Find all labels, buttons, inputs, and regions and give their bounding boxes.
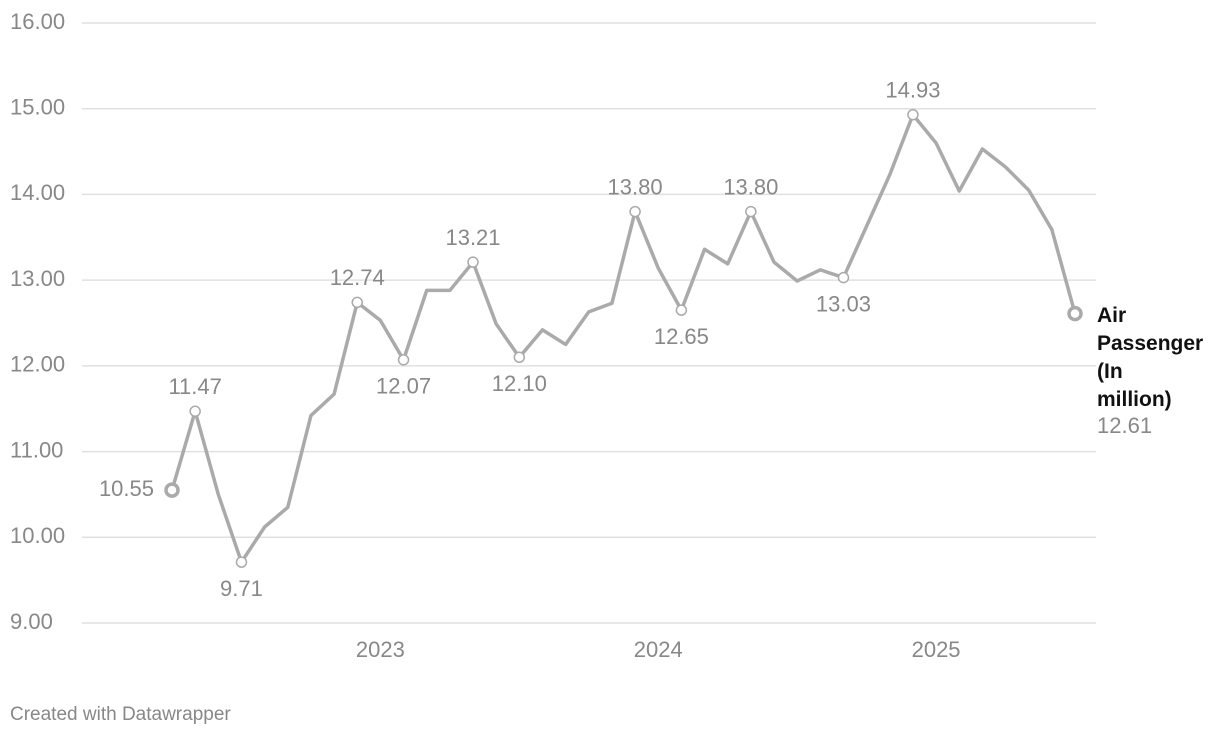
x-tick-label: 2025	[912, 637, 961, 662]
value-label: 13.80	[723, 174, 778, 199]
point	[629, 205, 641, 218]
value-label: 13.80	[608, 174, 663, 199]
point	[837, 271, 850, 284]
y-tick-label: 13.00	[10, 266, 65, 291]
y-tick-label: 10.00	[10, 523, 65, 548]
value-label: 14.93	[885, 78, 940, 103]
value-label: 10.55	[99, 476, 154, 501]
x-tick-label: 2023	[356, 637, 405, 662]
point	[745, 205, 757, 218]
value-label: 13.03	[816, 291, 871, 316]
value-label: 12.10	[492, 371, 547, 396]
value-label: 12.07	[376, 374, 431, 399]
footer: Created with Datawrapper	[10, 704, 231, 725]
point	[189, 405, 201, 418]
line	[170, 112, 1077, 564]
point	[907, 108, 919, 121]
y-tick-label: 12.00	[10, 352, 65, 377]
point	[513, 351, 526, 364]
point	[675, 304, 688, 316]
point	[235, 556, 248, 568]
y-tick-label: 15.00	[10, 95, 65, 120]
y-tick-label: 11.00	[10, 437, 63, 462]
y-tick-label: 16.00	[10, 9, 65, 34]
value-label: 12.65	[654, 324, 709, 349]
point	[351, 296, 363, 309]
x-tick-label: 2024	[634, 637, 683, 662]
y-tick-label: 14.00	[10, 180, 65, 205]
value-label: 11.47	[168, 374, 221, 399]
point	[1067, 305, 1083, 322]
value-label: 12.61	[1097, 413, 1152, 438]
point	[397, 354, 410, 366]
value-label: 9.71	[220, 576, 263, 601]
point	[467, 256, 479, 268]
series-label: Air Passenger (In million)	[1097, 304, 1204, 411]
y-tick-label: 9.00	[10, 609, 53, 634]
point	[164, 482, 180, 498]
value-label: 13.21	[445, 225, 500, 250]
value-label: 12.74	[330, 265, 385, 290]
